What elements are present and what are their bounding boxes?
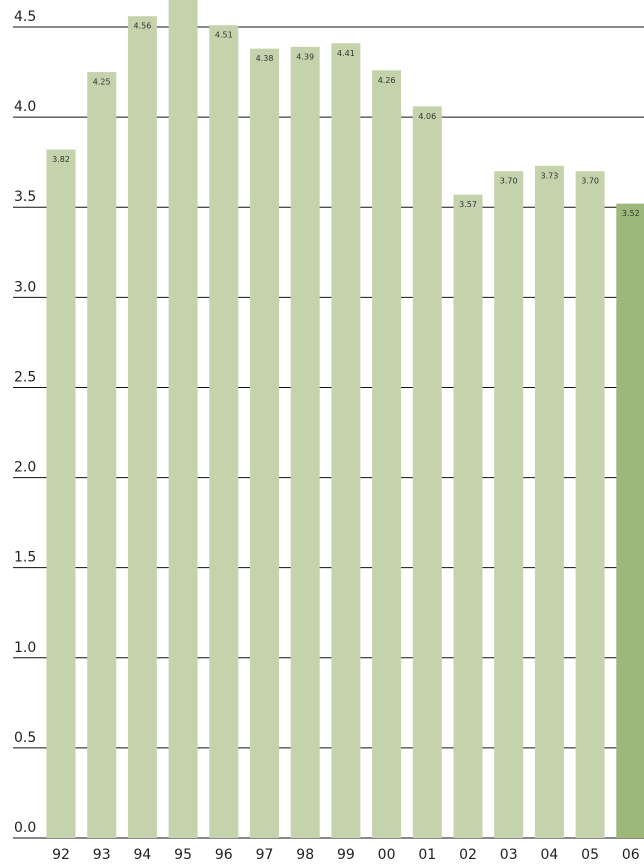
y-tick-label: 1.0 (14, 640, 36, 656)
y-tick-label: 0.0 (14, 820, 36, 836)
value-label: 4.06 (418, 112, 436, 121)
x-tick-label: 01 (418, 847, 436, 863)
x-tick-label: 03 (500, 847, 518, 863)
bar (575, 171, 605, 839)
bar (616, 203, 644, 838)
bar (534, 165, 564, 838)
bar (209, 25, 239, 839)
grid (13, 26, 644, 839)
x-tick-label: 97 (256, 847, 274, 863)
x-tick-label: 06 (622, 847, 640, 863)
value-label: 4.25 (93, 78, 111, 87)
bar (168, 0, 198, 838)
value-label: 3.57 (459, 200, 477, 209)
value-label: 3.82 (52, 155, 70, 164)
value-label: 3.70 (581, 177, 599, 186)
y-tick-label: 2.5 (14, 369, 36, 385)
value-label: 3.70 (500, 177, 518, 186)
x-tick-label: 92 (52, 847, 70, 863)
y-tick-label: 1.5 (14, 550, 36, 566)
value-label: 4.38 (256, 54, 274, 63)
value-label: 3.52 (622, 209, 640, 218)
y-tick-label: 2.0 (14, 460, 36, 476)
value-label: 3.73 (540, 171, 558, 180)
y-tick-label: 4.0 (14, 99, 36, 115)
bar (290, 46, 320, 839)
x-tick-label: 94 (133, 847, 151, 863)
bar (453, 194, 483, 838)
bar (494, 171, 524, 839)
y-tick-label: 4.5 (14, 9, 36, 25)
x-tick-label: 00 (378, 847, 396, 863)
x-tick-label: 95 (174, 847, 192, 863)
bar (331, 43, 361, 839)
x-tick-label: 02 (459, 847, 477, 863)
x-tick-label: 99 (337, 847, 355, 863)
x-tick-label: 98 (296, 847, 314, 863)
x-tick-label: 04 (540, 847, 558, 863)
value-label: 4.51 (215, 31, 233, 40)
bar (87, 72, 117, 839)
value-label: 4.41 (337, 49, 355, 58)
bar (412, 106, 442, 838)
bar (372, 70, 402, 838)
bars (46, 0, 644, 839)
y-tick-label: 0.5 (14, 730, 36, 746)
labels: 0.0 0.5 1.0 1.5 2.0 2.5 3.0 3.5 4.0 4.5 92 3.82 93 4.… (14, 9, 640, 863)
value-label: 4.26 (378, 76, 396, 85)
bar (127, 16, 157, 838)
value-label: 4.56 (133, 22, 151, 31)
value-label: 4.39 (296, 52, 314, 61)
x-tick-label: 05 (581, 847, 599, 863)
bar (250, 48, 279, 838)
x-tick-label: 93 (93, 847, 111, 863)
y-tick-label: 3.0 (14, 279, 36, 295)
y-tick-label: 3.5 (14, 189, 36, 205)
x-tick-label: 96 (215, 847, 233, 863)
bar (46, 149, 76, 838)
